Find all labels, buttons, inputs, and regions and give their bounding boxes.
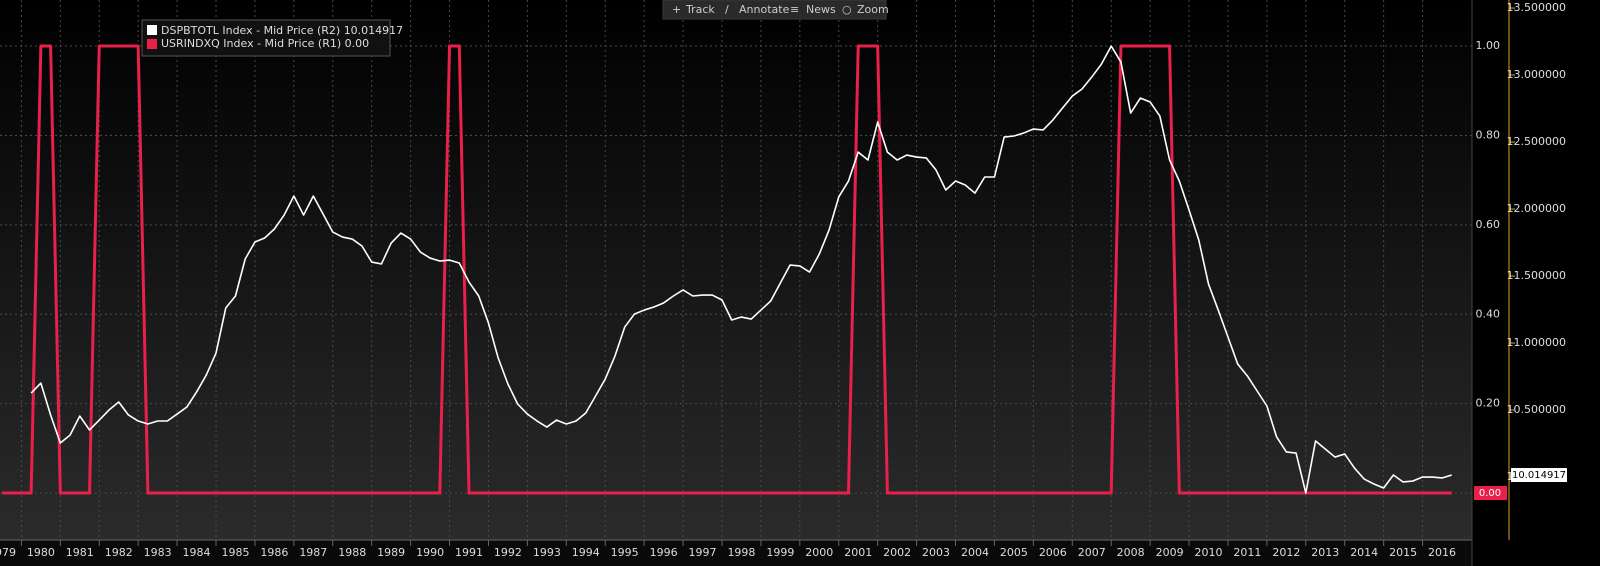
x-tick-label: 1995: [611, 546, 639, 559]
y2-tick-label: 10.500000: [1507, 403, 1567, 416]
x-tick-label: 2011: [1233, 546, 1261, 559]
x-tick-label: 2014: [1350, 546, 1378, 559]
y-tick-label: 1.00: [1476, 39, 1501, 52]
legend: DSPBTOTL Index - Mid Price (R2) 10.01491…: [141, 19, 403, 57]
y2-tick-label: 12.500000: [1507, 135, 1567, 148]
x-tick-label: 2012: [1272, 546, 1300, 559]
x-axis-band: [0, 540, 1472, 566]
last-value-label: 0.00: [1479, 488, 1501, 499]
icon: +: [672, 3, 681, 16]
marks: [1, 44, 1452, 495]
x-tick-label: 2004: [961, 546, 989, 559]
legend-swatch: [147, 39, 157, 49]
x-tick-label: 1984: [183, 546, 211, 559]
y2-tick-label: 13.000000: [1507, 68, 1567, 81]
x-tick-label: 1999: [766, 546, 794, 559]
annotate-button[interactable]: / Annotate: [725, 3, 790, 16]
icon: ≡: [790, 3, 799, 16]
button-label[interactable]: Track: [685, 3, 715, 16]
legend-swatch: [147, 25, 157, 35]
legend-value: 10.014917: [344, 24, 404, 37]
last-value-label: 10.014917: [1512, 470, 1566, 481]
x-tick-label: 1989: [377, 546, 405, 559]
x-tick-label: 1982: [105, 546, 133, 559]
x-tick-label: 1994: [572, 546, 600, 559]
x-tick-label: 2007: [1078, 546, 1106, 559]
button-label[interactable]: Zoom: [857, 3, 889, 16]
legend-box: [141, 19, 391, 57]
tags: 10.014917 0.00: [1474, 468, 1567, 501]
track-button[interactable]: + Track: [672, 3, 715, 16]
y2-tick-label: 11.500000: [1507, 269, 1567, 282]
x-tick-label: 2015: [1389, 546, 1417, 559]
x-tick-label: 1985: [221, 546, 249, 559]
x-tick-label: 1979: [0, 546, 16, 559]
toolbar-bg: [662, 0, 887, 20]
x-tick-label: 2010: [1195, 546, 1223, 559]
button-label[interactable]: Annotate: [739, 3, 790, 16]
x-tick-label: 2006: [1039, 546, 1067, 559]
x-tick-label: 1983: [144, 546, 172, 559]
y-tick-label: 0.40: [1476, 307, 1501, 320]
x-tick-label: 1988: [338, 546, 366, 559]
button-label[interactable]: News: [806, 3, 836, 16]
y2-tick-label: 12.000000: [1507, 202, 1567, 215]
legend-name: USRINDXQ Index - Mid Price (R1): [161, 37, 341, 50]
x-tick-label: 2013: [1311, 546, 1339, 559]
y-tick-label: 0.20: [1476, 397, 1501, 410]
series-line: [1, 44, 1452, 495]
x-tick-label: 1980: [27, 546, 55, 559]
toolbar: + Track / Annotate ≡ News ○ Zoom: [662, 0, 889, 20]
x-tick-label: 2005: [1000, 546, 1028, 559]
y2-tick-label: 11.000000: [1507, 336, 1567, 349]
grid: [0, 0, 1472, 540]
x-tick-label: 1991: [455, 546, 483, 559]
icon: /: [725, 3, 729, 16]
legend-entry: DSPBTOTL Index - Mid Price (R2) 10.01491…: [161, 24, 403, 37]
y2-tick-label: 13.500000: [1507, 1, 1567, 14]
x-tick-label: 1998: [727, 546, 755, 559]
last-value-tag: [1474, 486, 1507, 501]
x-tick-label: 1990: [416, 546, 444, 559]
legend-name: DSPBTOTL Index - Mid Price (R2): [161, 24, 340, 37]
legend-value: 0.00: [345, 37, 370, 50]
x-tick-label: 2009: [1156, 546, 1184, 559]
zoom-button[interactable]: ○ Zoom: [842, 3, 889, 16]
x-tick-label: 2008: [1117, 546, 1145, 559]
x-tick-label: 1987: [299, 546, 327, 559]
y-tick-label: 0.80: [1476, 128, 1501, 141]
x-tick-label: 1996: [650, 546, 678, 559]
x-tick-label: 1992: [494, 546, 522, 559]
x-tick-label: 1986: [260, 546, 288, 559]
legend-entry: USRINDXQ Index - Mid Price (R1) 0.00: [161, 37, 369, 50]
x-tick-label: 1993: [533, 546, 561, 559]
y-tick-label: 0.60: [1476, 218, 1501, 231]
last-value-tag: [1511, 468, 1567, 483]
x-tick-label: 2003: [922, 546, 950, 559]
x-tick-label: 2000: [805, 546, 833, 559]
x-tick-label: 2001: [844, 546, 872, 559]
axes: 1979 1980 1981 1982 1983 1984 1985 1986 1987 1988…: [0, 1, 1566, 559]
x-tick-label: 1997: [689, 546, 717, 559]
x-tick-label: 2016: [1428, 546, 1456, 559]
x-tick-label: 2002: [883, 546, 911, 559]
news-button[interactable]: ≡ News: [790, 3, 836, 16]
series-line: [30, 45, 1452, 494]
x-tick-label: 1981: [66, 546, 94, 559]
plot-background: [0, 0, 1472, 540]
icon: ○: [842, 3, 852, 16]
